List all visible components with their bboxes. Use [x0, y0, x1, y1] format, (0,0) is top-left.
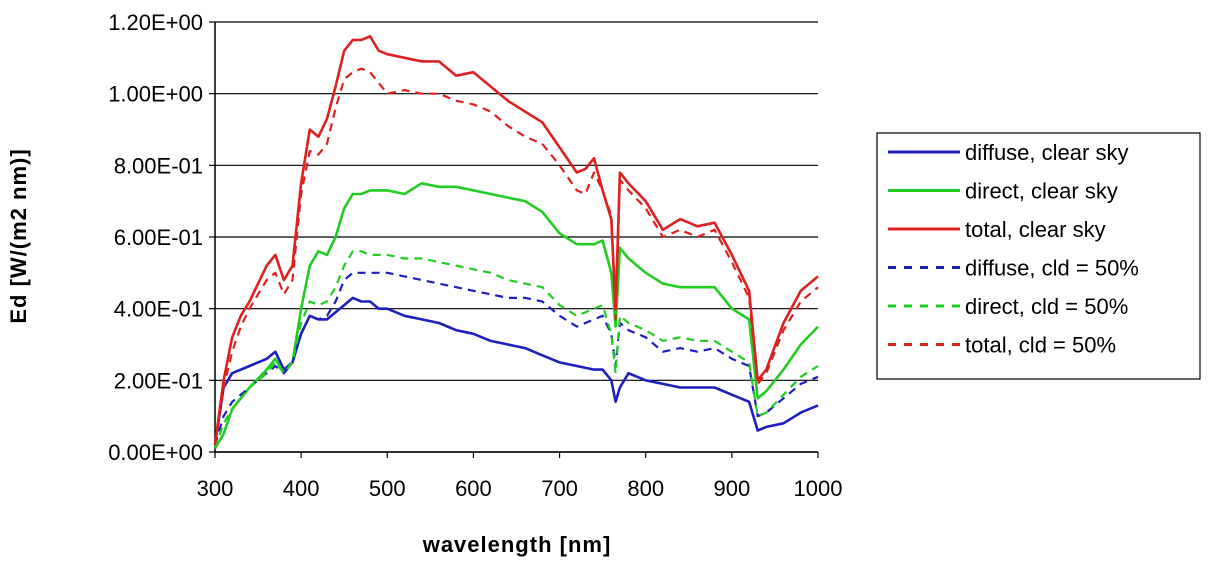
series-line-total-clear-sky	[213, 34, 819, 445]
x-tick-label: 500	[369, 476, 406, 501]
legend-entry: direct, clear sky	[965, 179, 1118, 204]
y-tick-label: 1.20E+00	[108, 10, 203, 35]
x-tick-label: 1000	[794, 476, 843, 501]
y-tick-label: 4.00E-01	[114, 297, 203, 322]
gridlines	[209, 21, 819, 458]
x-tick-label: 800	[627, 476, 664, 501]
legend-entry: total, clear sky	[965, 217, 1106, 242]
y-tick-label: 2.00E-01	[114, 368, 203, 393]
series-line-diffuse-cld-50	[213, 271, 819, 446]
legend-entry: total, cld = 50%	[965, 333, 1116, 358]
x-tick-label: 400	[283, 476, 320, 501]
series-line-direct-clear-sky	[213, 182, 819, 450]
series-line-direct-cld-50	[213, 250, 819, 449]
x-tick-labels: 300 400 500 600 700 800 900 1000	[197, 476, 843, 501]
legend-entry: direct, cld = 50%	[965, 294, 1128, 319]
legend-entry: diffuse, cld = 50%	[965, 256, 1139, 281]
legend-entry: diffuse, clear sky	[965, 140, 1128, 165]
y-tick-label: 1.00E+00	[108, 82, 203, 107]
y-axis-title: Ed [W/(m2 nm)]	[6, 148, 31, 323]
series-line-total-cld-50	[213, 67, 819, 445]
y-tick-labels: 0.00E+00 2.00E-01 4.00E-01 6.00E-01 8.00E-01…	[108, 10, 203, 465]
series-line-diffuse-clear-sky	[213, 296, 819, 445]
legend-box	[876, 132, 1201, 380]
x-tick-label: 900	[713, 476, 750, 501]
legend: diffuse, clear sky direct, clear sky total…	[876, 132, 1201, 380]
x-tick-label: 300	[197, 476, 234, 501]
x-tick-label: 700	[541, 476, 578, 501]
y-tick-label: 8.00E-01	[114, 153, 203, 178]
series-layer	[213, 34, 819, 450]
x-axis-title: wavelength [nm]	[422, 532, 612, 557]
x-tick-label: 600	[455, 476, 492, 501]
y-tick-label: 0.00E+00	[108, 440, 203, 465]
y-tick-label: 6.00E-01	[114, 225, 203, 250]
